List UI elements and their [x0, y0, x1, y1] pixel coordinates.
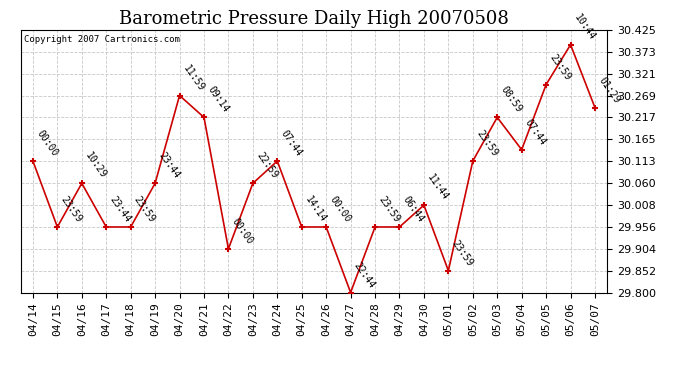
Text: 11:44: 11:44: [425, 172, 451, 202]
Text: 23:59: 23:59: [132, 194, 157, 224]
Text: 23:59: 23:59: [59, 194, 83, 224]
Text: 23:59: 23:59: [450, 238, 475, 268]
Text: 10:29: 10:29: [83, 151, 108, 180]
Text: 09:14: 09:14: [206, 85, 230, 115]
Text: 01:29: 01:29: [596, 75, 622, 105]
Text: 07:44: 07:44: [279, 129, 304, 158]
Text: 00:00: 00:00: [230, 216, 255, 246]
Text: 22:59: 22:59: [254, 151, 279, 180]
Text: 11:59: 11:59: [181, 63, 206, 93]
Text: 23:44: 23:44: [157, 151, 181, 180]
Text: 23:44: 23:44: [108, 194, 132, 224]
Text: 00:00: 00:00: [328, 194, 353, 224]
Text: 23:59: 23:59: [474, 129, 500, 158]
Text: 08:59: 08:59: [499, 85, 524, 115]
Text: 07:44: 07:44: [523, 117, 548, 147]
Text: 23:59: 23:59: [377, 194, 402, 224]
Text: 00:00: 00:00: [34, 129, 59, 158]
Text: 06:44: 06:44: [401, 194, 426, 224]
Title: Barometric Pressure Daily High 20070508: Barometric Pressure Daily High 20070508: [119, 10, 509, 28]
Text: 23:59: 23:59: [547, 52, 573, 82]
Text: 22:44: 22:44: [352, 260, 377, 290]
Text: 10:44: 10:44: [572, 12, 597, 42]
Text: Copyright 2007 Cartronics.com: Copyright 2007 Cartronics.com: [23, 35, 179, 44]
Text: 14:14: 14:14: [303, 194, 328, 224]
